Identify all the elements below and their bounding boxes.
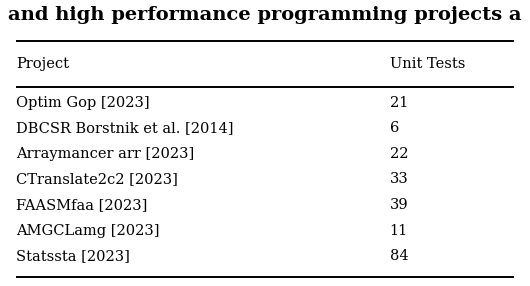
Text: 33: 33 (390, 172, 408, 186)
Text: Arraymancer arr [2023]: Arraymancer arr [2023] (16, 147, 194, 161)
Text: AMGCLamg [2023]: AMGCLamg [2023] (16, 224, 160, 238)
Text: 22: 22 (390, 147, 408, 161)
Text: 6: 6 (390, 121, 399, 135)
Text: and high performance programming projects a: and high performance programming project… (8, 6, 522, 24)
Text: DBCSR Borstnik et al. [2014]: DBCSR Borstnik et al. [2014] (16, 121, 233, 135)
Text: Project: Project (16, 57, 69, 71)
Text: FAASMfaa [2023]: FAASMfaa [2023] (16, 198, 147, 212)
Text: Optim Gop [2023]: Optim Gop [2023] (16, 96, 149, 110)
Text: CTranslate2c2 [2023]: CTranslate2c2 [2023] (16, 172, 178, 186)
Text: Statssta [2023]: Statssta [2023] (16, 249, 130, 263)
Text: 84: 84 (390, 249, 408, 263)
Text: 21: 21 (390, 96, 408, 110)
Text: Unit Tests: Unit Tests (390, 57, 465, 71)
Text: 39: 39 (390, 198, 408, 212)
Text: 11: 11 (390, 224, 408, 238)
